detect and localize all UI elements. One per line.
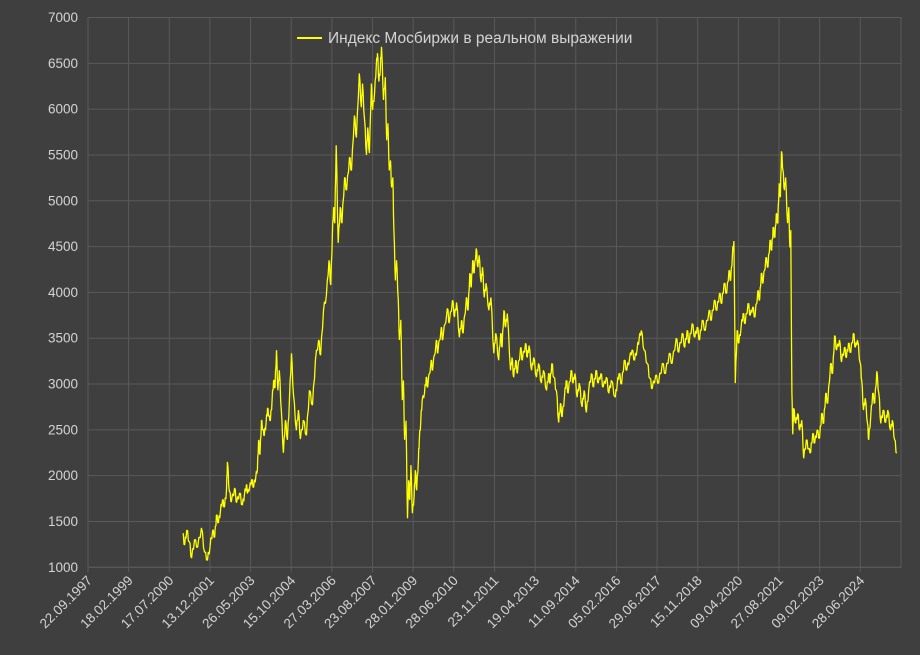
y-axis-tick-label: 1000 (48, 560, 78, 575)
legend-label: Индекс Мосбиржи в реальном выражении (328, 30, 632, 47)
y-axis-tick-label: 2000 (48, 468, 78, 483)
y-axis-tick-label: 2500 (48, 422, 78, 437)
y-axis-tick-label: 3500 (48, 331, 78, 346)
y-axis-tick-label: 5000 (48, 193, 78, 208)
y-axis-tick-label: 7000 (48, 10, 78, 25)
y-axis-tick-label: 4000 (48, 285, 78, 300)
y-axis-tick-label: 3000 (48, 377, 78, 392)
y-axis-tick-label: 1500 (48, 514, 78, 529)
y-axis-tick-label: 5500 (48, 147, 78, 162)
y-axis-tick-label: 6000 (48, 102, 78, 117)
y-axis-tick-label: 6500 (48, 56, 78, 71)
y-axis-tick-label: 4500 (48, 239, 78, 254)
series-line (182, 46, 898, 561)
plot-border (87, 17, 902, 568)
